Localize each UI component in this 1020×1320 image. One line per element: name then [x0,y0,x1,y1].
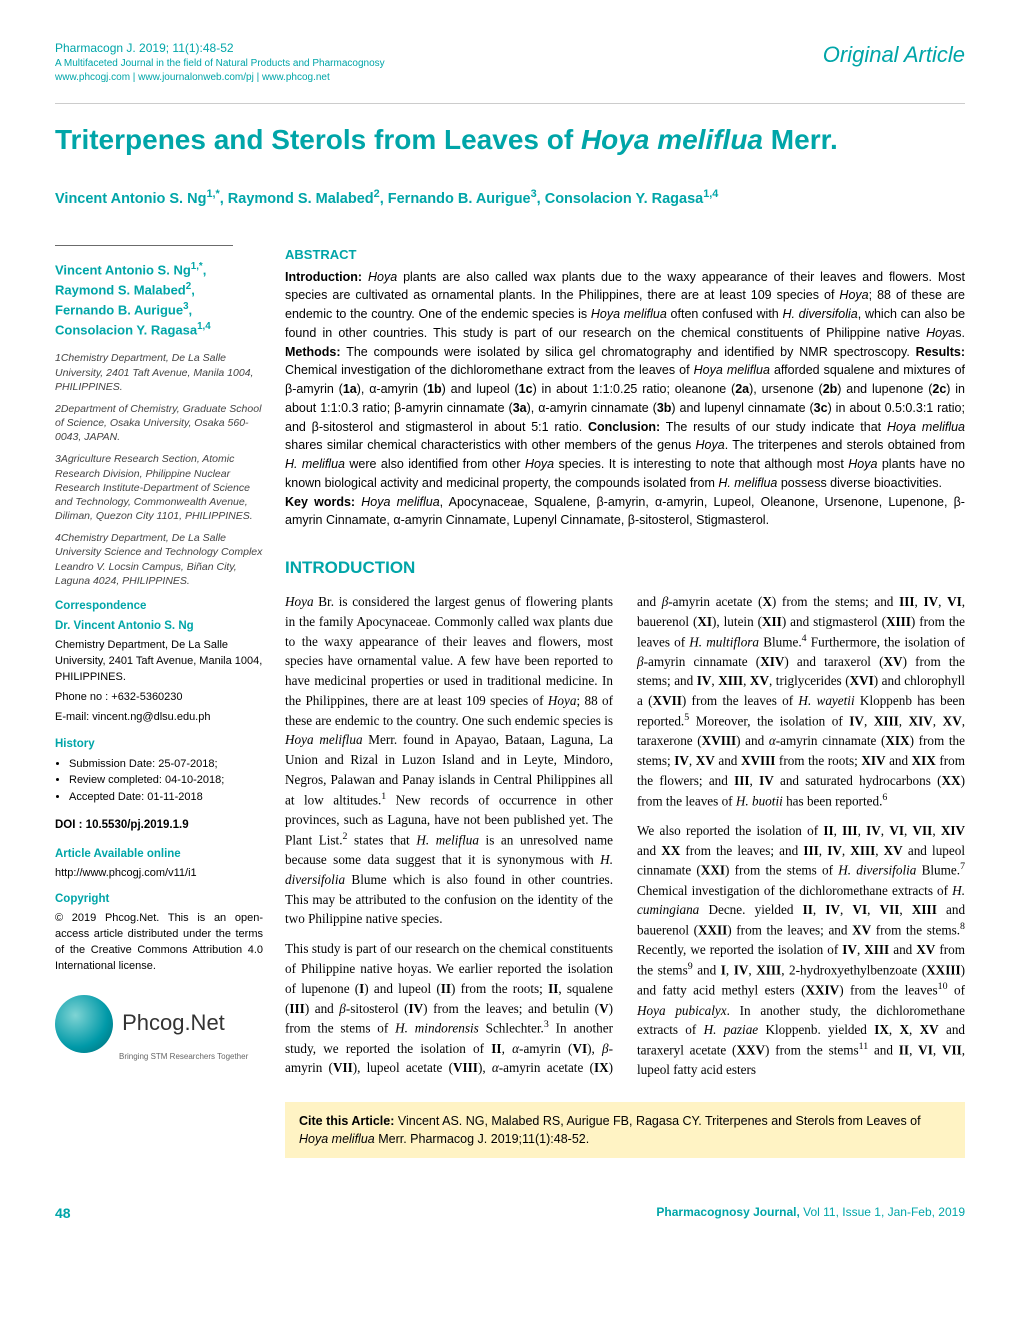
abstract-methods-text: The compounds were isolated by silica ge… [341,345,916,359]
phcog-logo-text: Phcog.Net [122,1008,225,1039]
body-paragraph: We also reported the isolation of II, II… [637,821,965,1080]
content-column: ABSTRACT Introduction: Hoya plants are a… [285,245,965,1158]
history-list: Submission Date: 25-07-2018; Review comp… [69,756,263,806]
header-divider [55,103,965,104]
body-paragraph: Hoya Br. is considered the largest genus… [285,592,613,929]
keywords-text: Hoya meliflua, Apocynaceae, Squalene, β-… [285,495,965,528]
abstract-methods-label: Methods: [285,345,341,359]
copyright-heading: Copyright [55,891,263,907]
journal-citation: Pharmacogn J. 2019; 11(1):48-52 [55,40,385,57]
sidebar: Vincent Antonio S. Ng1,*, Raymond S. Mal… [55,245,263,1158]
doi: DOI : 10.5530/pj.2019.1.9 [55,817,263,833]
footer-journal: Pharmacognosy Journal, Vol 11, Issue 1, … [656,1204,965,1224]
abstract: ABSTRACT Introduction: Hoya plants are a… [285,245,965,530]
abstract-intro-text: Hoya plants are also called wax plants d… [285,270,965,340]
article-type: Original Article [823,40,965,71]
history-item: Submission Date: 25-07-2018; [69,756,263,773]
title-suffix: Merr. [763,124,838,155]
sidebar-authors: Vincent Antonio S. Ng1,*, Raymond S. Mal… [55,260,263,339]
footer-journal-name: Pharmacognosy Journal, [656,1205,799,1219]
abstract-label: ABSTRACT [285,245,965,265]
page-header: Pharmacogn J. 2019; 11(1):48-52 A Multif… [55,40,965,85]
doi-value: 10.5530/pj.2019.1.9 [86,819,189,831]
history-item: Review completed: 04-10-2018; [69,772,263,789]
affiliation-4: 4Chemistry Department, De La Salle Unive… [55,531,263,588]
history-item: Accepted Date: 01-11-2018 [69,789,263,806]
phcog-logo-icon [55,995,113,1053]
journal-subtitle: A Multifaceted Journal in the field of N… [55,57,385,71]
affiliation-2: 2Department of Chemistry, Graduate Schoo… [55,402,263,445]
correspondent-phone: Phone no : +632-5360230 [55,690,263,706]
affiliation-3: 3Agriculture Research Section, Atomic Re… [55,452,263,523]
publisher-logo: Phcog.Net Bringing STM Researchers Toget… [55,995,263,1062]
cite-this-article: Cite this Article: Vincent AS. NG, Malab… [285,1102,965,1158]
abstract-intro-label: Introduction: [285,270,362,284]
abstract-conclusion-label: Conclusion: [588,420,660,434]
title-plain: Triterpenes and Sterols from Leaves of [55,124,581,155]
abstract-results-label: Results: [916,345,965,359]
page-footer: 48 Pharmacognosy Journal, Vol 11, Issue … [55,1204,965,1224]
history-heading: History [55,736,263,752]
correspondent-address: Chemistry Department, De La Salle Univer… [55,638,263,686]
footer-journal-issue: Vol 11, Issue 1, Jan-Feb, 2019 [800,1205,965,1219]
correspondent-name: Dr. Vincent Antonio S. Ng [55,618,263,634]
title-species: Hoya meliflua [581,124,763,155]
article-title: Triterpenes and Sterols from Leaves of H… [55,120,965,159]
available-url: http://www.phcogj.com/v11/i1 [55,866,263,881]
journal-info: Pharmacogn J. 2019; 11(1):48-52 A Multif… [55,40,385,85]
page-number: 48 [55,1204,71,1224]
authors-line: Vincent Antonio S. Ng1,*, Raymond S. Mal… [55,187,965,209]
correspondent-email: E-mail: vincent.ng@dlsu.edu.ph [55,710,263,726]
cite-label: Cite this Article: [299,1114,394,1128]
doi-label: DOI : [55,819,86,831]
sidebar-divider [55,245,233,246]
introduction-heading: INTRODUCTION [285,556,965,580]
correspondence-heading: Correspondence [55,598,263,614]
phcog-logo-tagline: Bringing STM Researchers Together [119,1051,263,1062]
main-area: Vincent Antonio S. Ng1,*, Raymond S. Mal… [55,245,965,1158]
keywords-label: Key words: [285,495,355,509]
available-heading: Article Available online [55,846,263,862]
body-text: Hoya Br. is considered the largest genus… [285,592,965,1084]
journal-links: www.phcogj.com | www.journalonweb.com/pj… [55,71,385,85]
affiliation-1: 1Chemistry Department, De La Salle Unive… [55,351,263,394]
copyright-text: © 2019 Phcog.Net. This is an open-access… [55,911,263,975]
